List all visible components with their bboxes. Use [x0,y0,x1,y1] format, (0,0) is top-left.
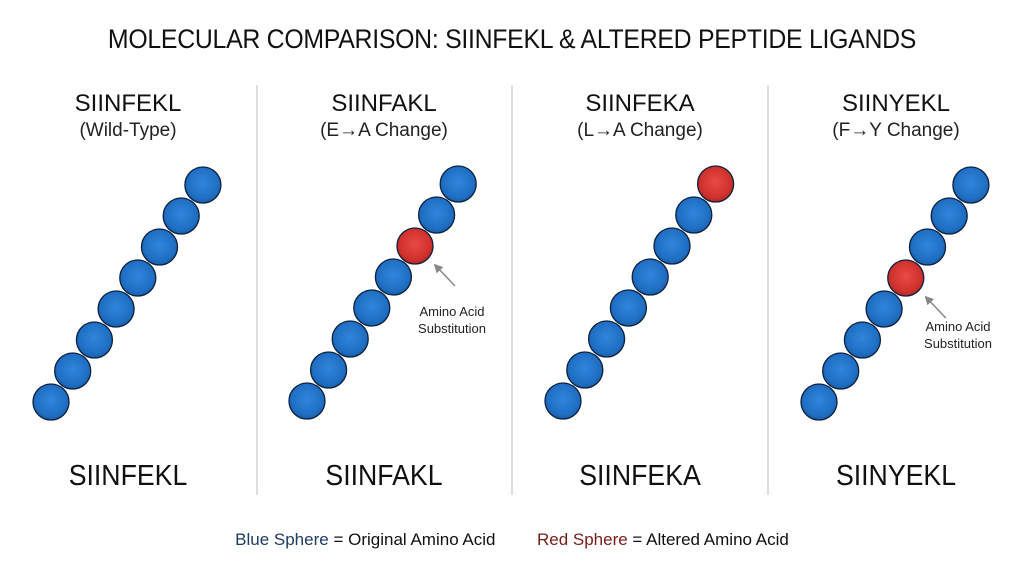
altered-amino-acid-sphere [696,165,735,203]
original-amino-acid-sphere [908,228,947,266]
panel-name: SIINFEKA [585,90,695,117]
original-amino-acid-sphere [587,320,626,358]
original-amino-acid-sphere [952,166,990,204]
original-amino-acid-sphere [54,352,92,390]
original-amino-acid-sphere [439,165,477,203]
panel-sequence: SIINFEKL [68,460,188,492]
original-amino-acid-sphere [675,196,713,234]
original-amino-acid-sphere [566,351,604,389]
panel-divider [511,85,513,495]
original-amino-acid-sphere [140,228,179,266]
panel-f-to-y: SIINYEKL (F→Y Change) Amino Acid Substit… [768,0,1024,572]
annotation-line: Substitution [924,336,992,351]
panel-wild-type: SIINFEKL (Wild-Type) SIINFEKL [0,0,256,572]
peptide-chain [544,165,735,420]
annotation-line: Amino Acid [925,319,991,334]
original-amino-acid-sphere [843,321,882,359]
original-amino-acid-sphere [653,227,691,265]
original-amino-acid-sphere [822,352,860,390]
annotation-line: Amino Acid [419,304,485,319]
altered-amino-acid-sphere [887,259,925,297]
panel-subtitle: (E→A Change) [320,120,448,141]
panel-name: SIINFEKL [74,90,182,117]
peptide-chain [800,166,990,421]
original-amino-acid-sphere [374,258,413,296]
original-amino-acid-sphere [865,290,903,328]
panel-sequence: SIINYEKL [835,460,957,492]
panel-subtitle: (L→A Change) [577,120,703,141]
legend-red-desc: = Altered Amino Acid [627,530,789,549]
legend-blue-desc: = Original Amino Acid [328,530,496,549]
legend-red-label: Red Sphere [536,530,628,549]
panel-subtitle: (Wild-Type) [79,120,177,141]
panel-sequence: SIINFEKA [579,460,701,492]
annotation-line: Substitution [418,321,486,336]
panel-sequence: SIINFAKL [325,460,443,492]
original-amino-acid-sphere [288,382,326,420]
panel-divider [767,85,769,495]
legend-blue-label: Blue Sphere [235,530,329,549]
panel-subtitle: (F→Y Change) [832,120,960,141]
original-amino-acid-sphere [97,290,135,328]
panel-name: SIINYEKL [841,90,951,117]
original-amino-acid-sphere [309,351,348,389]
original-amino-acid-sphere [119,259,157,297]
panel-e-to-a: SIINFAKL (E→A Change) Amino Acid Substit… [256,0,512,572]
original-amino-acid-sphere [631,258,669,296]
original-amino-acid-sphere [75,321,114,359]
original-amino-acid-sphere [417,196,456,234]
original-amino-acid-sphere [162,197,200,235]
legend: Blue Sphere = Original Amino Acid Red Sp… [0,530,1024,550]
panel-l-to-a: SIINFEKA (L→A Change) SIINFEKA [512,0,768,572]
substitution-annotation: Amino Acid Substitution [903,318,1013,352]
substitution-annotation: Amino Acid Substitution [397,303,507,337]
panel-name: SIINFAKL [331,90,437,117]
original-amino-acid-sphere [184,166,222,204]
original-amino-acid-sphere [800,383,838,421]
original-amino-acid-sphere [331,320,369,358]
original-amino-acid-sphere [32,383,70,421]
original-amino-acid-sphere [353,289,391,327]
peptide-chain [288,165,477,420]
original-amino-acid-sphere [930,197,968,235]
annotation-arrow-icon [924,295,947,319]
original-amino-acid-sphere [609,289,648,327]
annotation-arrow-icon [433,263,456,287]
panel-divider [256,85,258,495]
diagram-title: MOLECULAR COMPARISON: SIINFEKL & ALTERED… [107,24,917,54]
peptide-chain [32,166,222,421]
altered-amino-acid-sphere [396,227,434,265]
original-amino-acid-sphere [544,382,582,420]
